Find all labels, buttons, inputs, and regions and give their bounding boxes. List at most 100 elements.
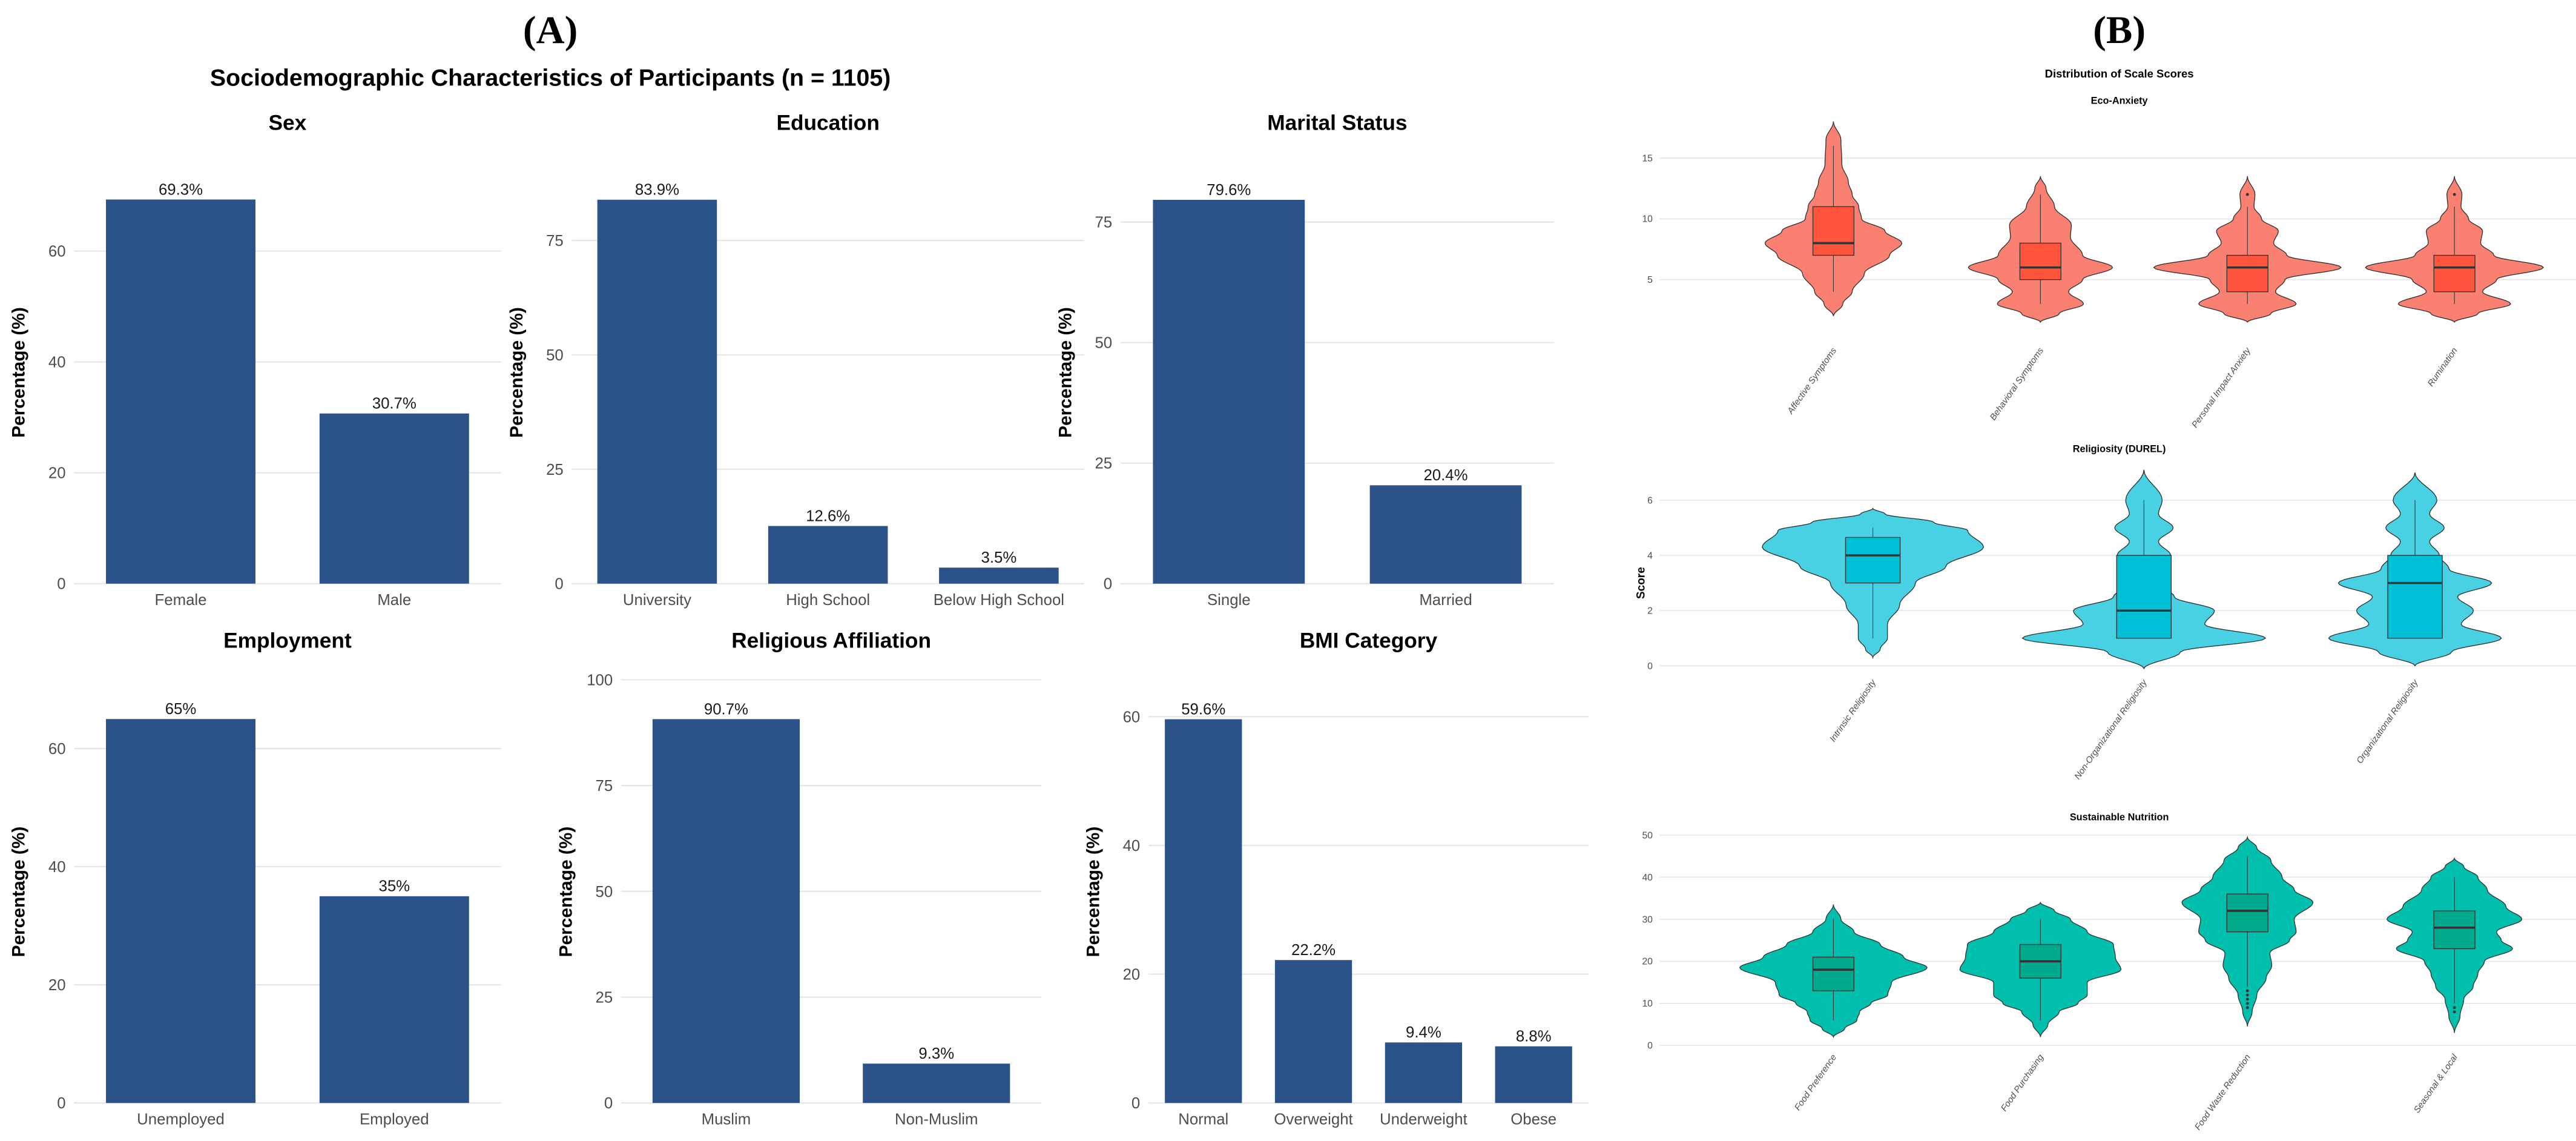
outlier-point (2452, 1006, 2456, 1010)
y-tick-label: 40 (1642, 873, 1653, 883)
violin-charts: Eco-Anxiety 5 10 15 Affective Symptoms Behavi… (1635, 95, 2576, 1132)
bar-value-label: 83.9% (635, 182, 679, 199)
violin-group: Food Waste Reduction (2181, 835, 2314, 1132)
box (2019, 242, 2061, 280)
bar (319, 413, 469, 584)
x-tick-label: Unemployed (137, 1111, 225, 1128)
panel-a-letter: (A) (523, 8, 578, 52)
x-tick-label: Seasonal & Local (2412, 1053, 2460, 1115)
bar (106, 719, 255, 1103)
subplot-title: Employment (223, 629, 352, 653)
y-axis-title: Percentage (%) (1055, 307, 1075, 438)
subplot-title: Religiosity (DUREL) (2073, 444, 2166, 455)
y-tick-label: 60 (48, 741, 66, 758)
subplot-title: Education (776, 111, 879, 135)
y-tick-label: 0 (604, 1095, 613, 1112)
subplot-title: Marital Status (1267, 111, 1407, 135)
x-tick-label: Normal (1178, 1111, 1228, 1128)
x-tick-label: Food Preference (1793, 1053, 1839, 1113)
bar-panel-religious-affiliation: Religious Affiliation 0 25 50 75 100 Percentag… (556, 629, 1042, 1128)
y-tick-label: 20 (48, 465, 66, 482)
outlier-point (2245, 1006, 2249, 1010)
y-tick-label: 2 (1647, 606, 1653, 617)
outlier-point (2245, 1002, 2249, 1005)
bar (1153, 199, 1305, 584)
subplot-title: Religious Affiliation (731, 629, 931, 653)
violin-panel-eco: Eco-Anxiety 5 10 15 Affective Symptoms Behavi… (1642, 95, 2576, 430)
bar (1495, 1046, 1572, 1103)
violin-group: Non-Organizational Religiosity (2021, 469, 2267, 781)
bar-value-label: 30.7% (372, 395, 417, 412)
x-tick-label: Rumination (2426, 346, 2460, 388)
y-tick-label: 20 (1123, 967, 1141, 984)
subplot-title: Eco-Anxiety (2091, 95, 2148, 106)
bar (652, 719, 800, 1103)
y-tick-label: 6 (1647, 495, 1653, 506)
box (2433, 254, 2476, 293)
outlier-point (2245, 993, 2249, 997)
bar (1369, 485, 1522, 584)
x-tick-label: Affective Symptoms (1785, 346, 1839, 417)
y-tick-label: 15 (1642, 153, 1653, 164)
bar-value-label: 65% (165, 701, 197, 718)
bar-value-label: 90.7% (704, 701, 748, 718)
y-axis-title: Percentage (%) (1083, 827, 1103, 957)
x-tick-label: Behavioral Symptoms (1988, 346, 2046, 422)
violin-group: Personal Impact Anxiety (2153, 176, 2342, 430)
violin-group: Rumination (2365, 176, 2545, 388)
violin-group: Behavioral Symptoms (1968, 176, 2113, 422)
box (2387, 555, 2443, 639)
y-tick-label: 0 (57, 1095, 65, 1112)
y-axis-title: Percentage (%) (9, 827, 29, 957)
y-tick-label: 25 (1095, 455, 1112, 472)
x-tick-label: University (623, 592, 691, 609)
panel-b-letter: (B) (2093, 8, 2146, 52)
y-tick-label: 0 (1132, 1095, 1140, 1112)
y-tick-label: 25 (546, 461, 564, 478)
y-tick-label: 10 (1642, 999, 1653, 1009)
y-tick-label: 75 (596, 778, 613, 795)
y-tick-label: 40 (48, 354, 66, 371)
x-tick-label: Single (1207, 592, 1251, 609)
box (1812, 206, 1855, 256)
y-tick-label: 50 (596, 884, 613, 901)
y-tick-label: 0 (1647, 661, 1653, 672)
subplot-title: Sustainable Nutrition (2070, 812, 2169, 822)
box (1845, 537, 1901, 584)
y-tick-label: 10 (1642, 214, 1653, 225)
outlier-point (2452, 193, 2456, 196)
x-tick-label: Non-Muslim (895, 1111, 978, 1128)
x-tick-label: Obese (1510, 1111, 1556, 1128)
bar-panel-sex: Sex 0 20 40 60 Percentage (%) 69.3% Female 30.7%… (9, 111, 501, 609)
bar-panel-employment: Employment 0 20 40 60 Percentage (%) 65% Unempl… (9, 629, 501, 1128)
bar-panel-bmi-category: BMI Category 0 20 40 60 Percentage (%) 59.6% No… (1083, 629, 1589, 1128)
box (1812, 956, 1855, 991)
panel-b-title: Distribution of Scale Scores (2045, 67, 2194, 80)
x-tick-label: Underweight (1380, 1111, 1468, 1128)
bar (939, 567, 1059, 584)
violin-group: Seasonal & Local (2387, 857, 2523, 1115)
y-tick-label: 25 (596, 989, 613, 1006)
bar-value-label: 9.4% (1406, 1024, 1441, 1041)
outlier-point (2245, 997, 2249, 1001)
box (2226, 254, 2268, 293)
bar-value-label: 69.3% (159, 181, 203, 198)
bar (863, 1063, 1010, 1103)
bar-value-label: 12.6% (806, 508, 850, 524)
y-tick-label: 50 (1642, 830, 1653, 841)
bar-panel-education: Education 0 25 50 75 Percentage (%) 83.9% Unive… (507, 111, 1085, 609)
bar (319, 896, 469, 1103)
bar-value-label: 22.2% (1291, 942, 1336, 959)
x-tick-label: Employed (360, 1111, 429, 1128)
x-tick-label: Food Waste Reduction (2193, 1053, 2253, 1132)
y-tick-label: 5 (1647, 275, 1653, 285)
y-tick-label: 0 (1647, 1041, 1653, 1051)
box (2116, 555, 2172, 639)
y-tick-label: 40 (1123, 838, 1141, 855)
bar (1274, 960, 1352, 1103)
bar (768, 526, 888, 584)
y-tick-label: 100 (587, 672, 613, 689)
y-tick-label: 60 (1123, 709, 1141, 726)
x-tick-label: Personal Impact Anxiety (2190, 345, 2253, 429)
